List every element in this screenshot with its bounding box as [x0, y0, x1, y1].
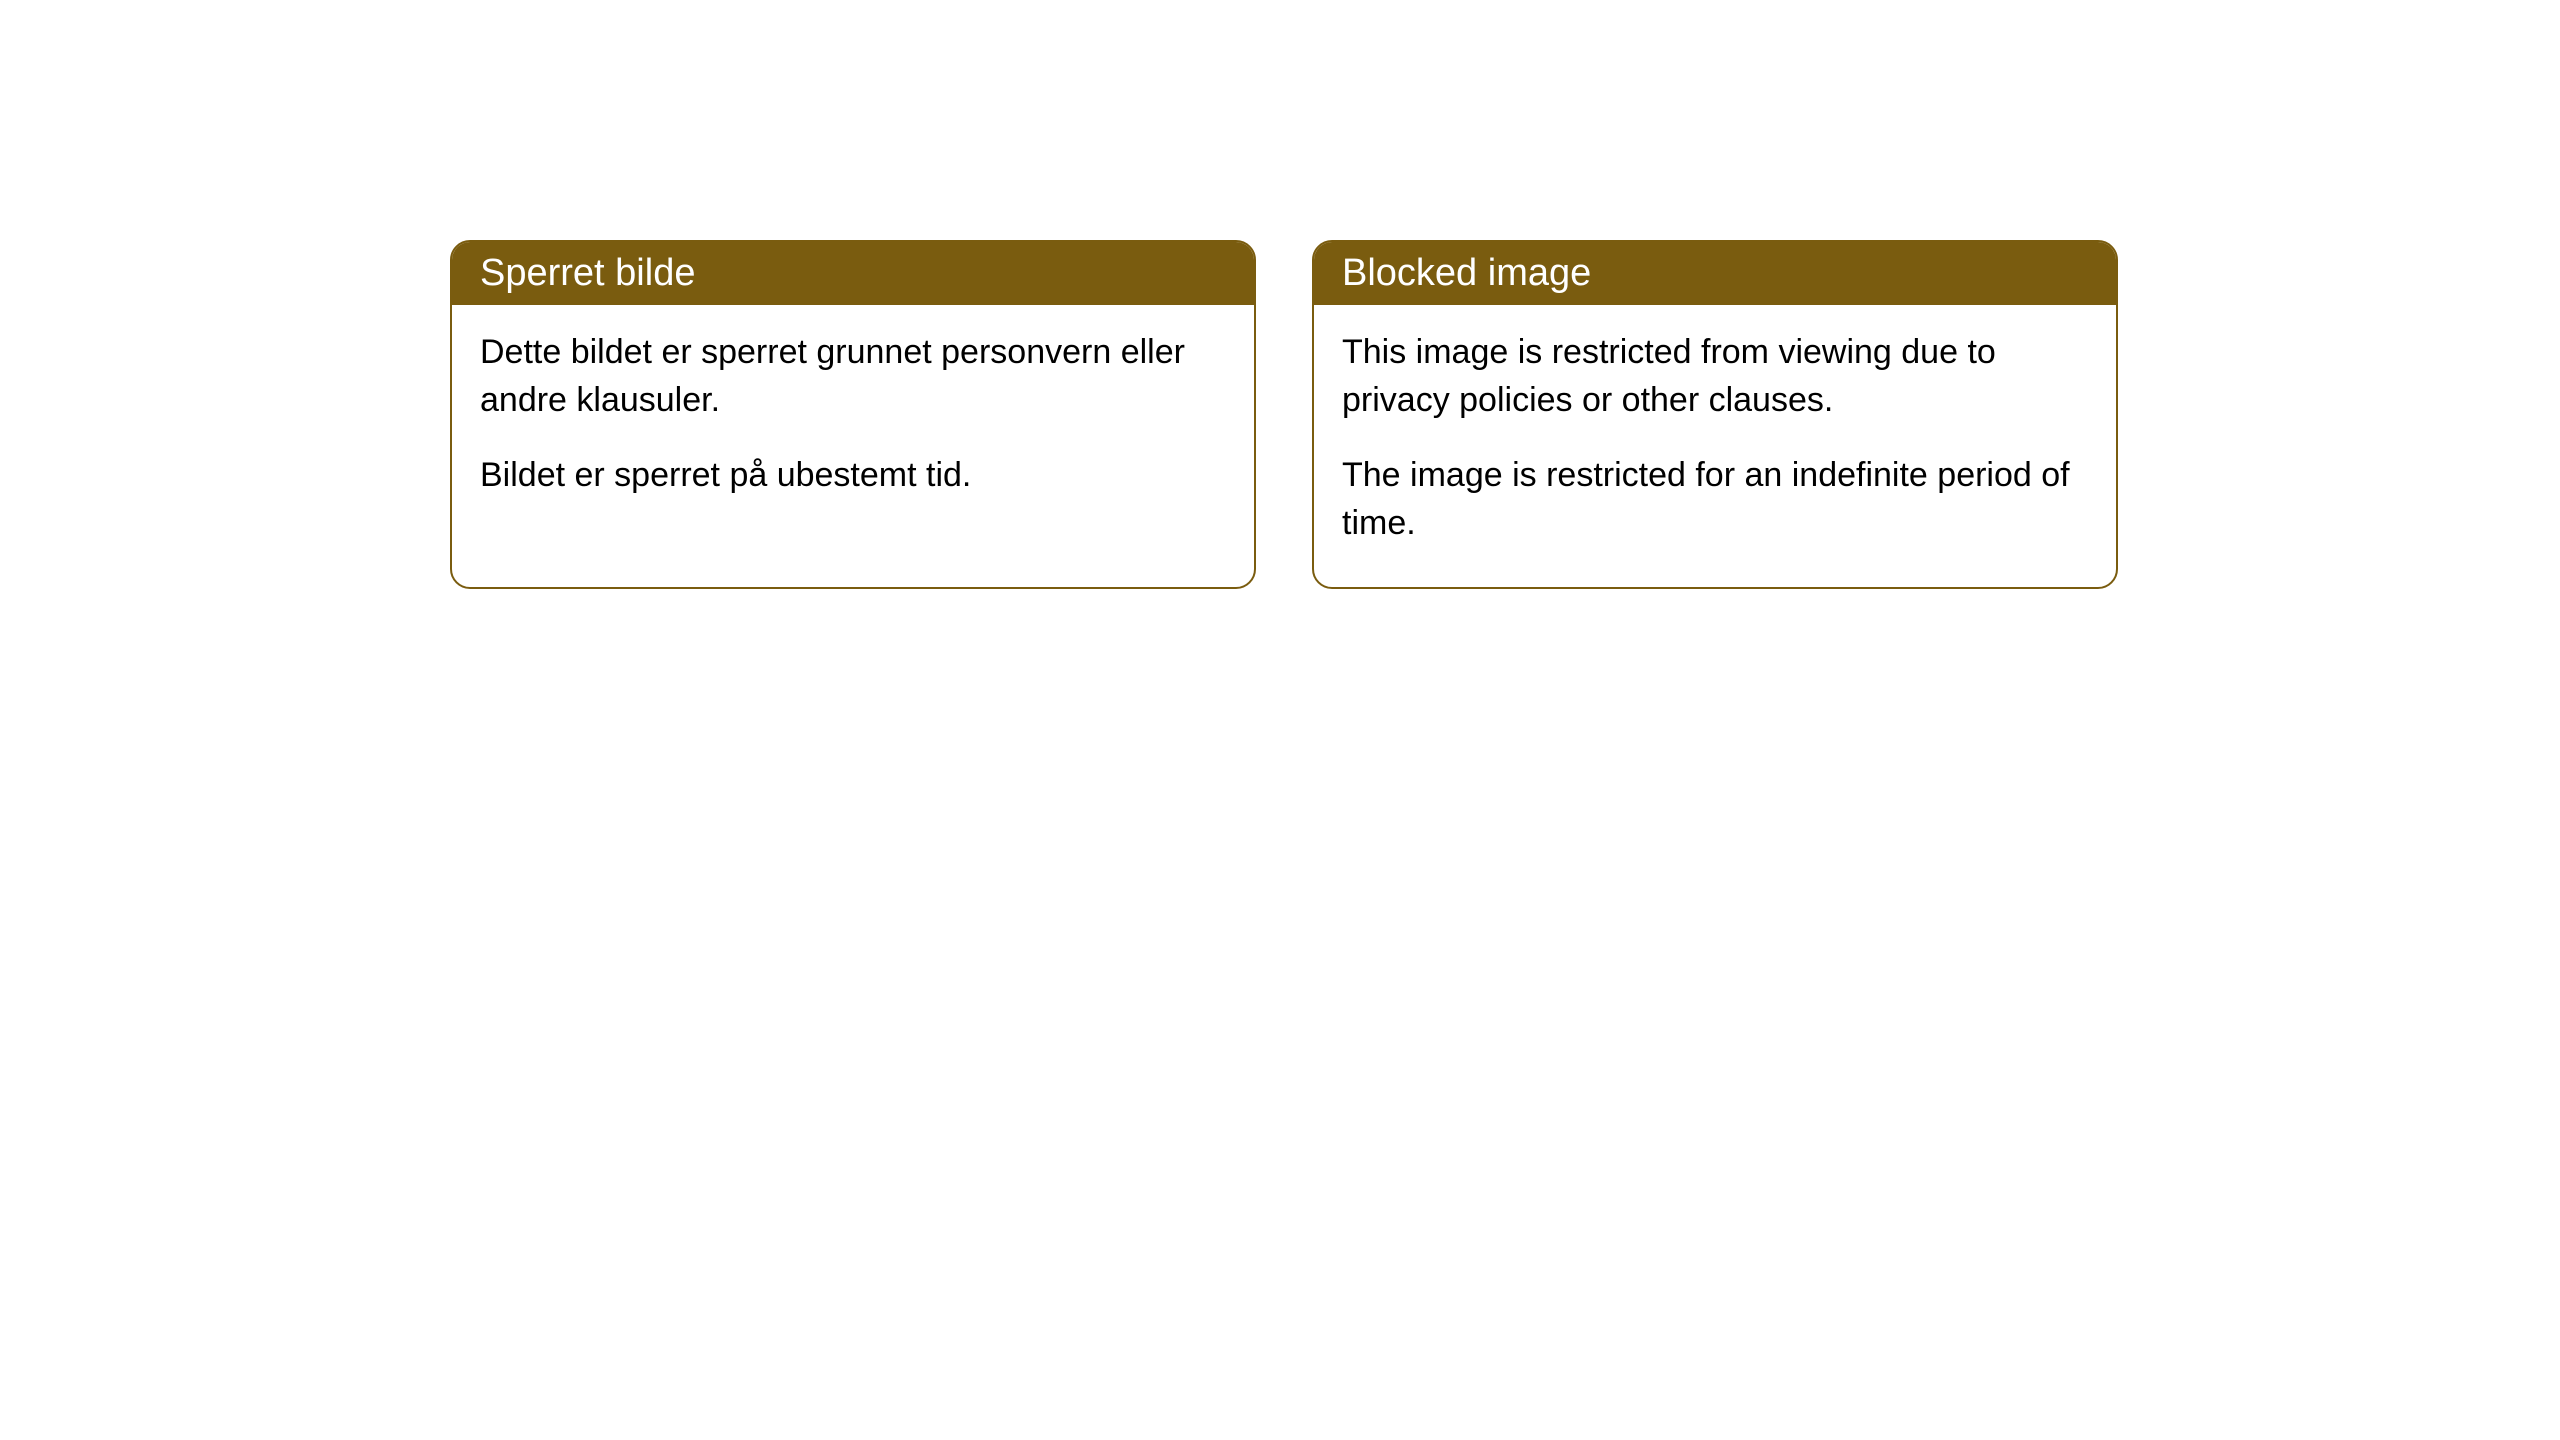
card-norwegian: Sperret bilde Dette bildet er sperret gr…	[450, 240, 1256, 589]
card-paragraph: Dette bildet er sperret grunnet personve…	[480, 329, 1226, 424]
card-paragraph: Bildet er sperret på ubestemt tid.	[480, 452, 1226, 500]
card-title-norwegian: Sperret bilde	[480, 252, 695, 294]
card-title-english: Blocked image	[1342, 252, 1591, 294]
card-paragraph: This image is restricted from viewing du…	[1342, 329, 2088, 424]
card-header-norwegian: Sperret bilde	[452, 242, 1254, 305]
card-body-english: This image is restricted from viewing du…	[1314, 305, 2116, 587]
card-paragraph: The image is restricted for an indefinit…	[1342, 452, 2088, 547]
card-header-english: Blocked image	[1314, 242, 2116, 305]
card-english: Blocked image This image is restricted f…	[1312, 240, 2118, 589]
cards-container: Sperret bilde Dette bildet er sperret gr…	[450, 240, 2118, 589]
card-body-norwegian: Dette bildet er sperret grunnet personve…	[452, 305, 1254, 540]
